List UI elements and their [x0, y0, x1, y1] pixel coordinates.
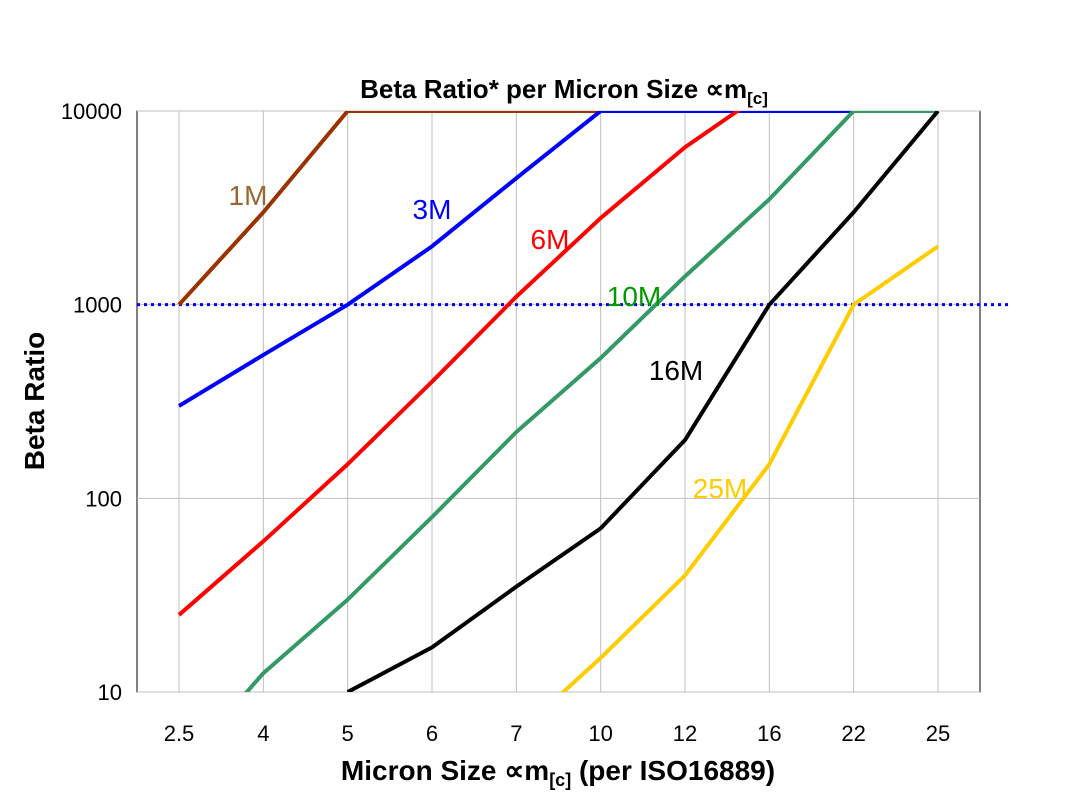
series-line-10M: [244, 111, 938, 692]
series-line-3M: [177, 111, 854, 408]
x-tick-label: 7: [510, 721, 522, 746]
series-line-25M: [560, 244, 940, 692]
series-lines: [177, 111, 940, 692]
x-tick-label: 10: [588, 721, 612, 746]
y-tick-label: 10000: [61, 99, 122, 124]
series-line-6M: [177, 111, 741, 617]
y-tick-label: 10: [98, 680, 122, 705]
x-tick-labels: 2.5 4 5 6 7 10 12 16 22 25: [164, 721, 951, 746]
x-tick-label: 2.5: [164, 721, 195, 746]
series-line-1M: [177, 111, 601, 307]
series-label-1M: 1M: [229, 180, 268, 211]
series-label-6M: 6M: [531, 224, 570, 255]
x-tick-label: 12: [673, 721, 697, 746]
series-line-16M: [346, 111, 940, 692]
x-tick-label: 16: [757, 721, 781, 746]
x-axis-label: Micron Size ∝m[c] (per ISO16889): [341, 755, 775, 790]
plot-area: [136, 110, 981, 693]
x-tick-label: 6: [426, 721, 438, 746]
series-label-16M: 16M: [649, 355, 703, 386]
y-tick-label: 1000: [73, 293, 122, 318]
series-labels: 1M 3M 6M 10M 16M 25M: [229, 180, 748, 504]
series-label-25M: 25M: [693, 473, 747, 504]
x-tick-label: 22: [841, 721, 865, 746]
chart-title: Beta Ratio* per Micron Size ∝m[c]: [360, 74, 768, 108]
series-label-10M: 10M: [607, 281, 661, 312]
y-tick-labels: 10 100 1000 10000: [61, 99, 122, 705]
series-label-3M: 3M: [413, 194, 452, 225]
x-tick-label: 5: [342, 721, 354, 746]
x-tick-label: 4: [257, 721, 269, 746]
x-tick-label: 25: [926, 721, 950, 746]
y-tick-label: 100: [85, 486, 122, 511]
y-axis-label: Beta Ratio: [19, 332, 50, 470]
